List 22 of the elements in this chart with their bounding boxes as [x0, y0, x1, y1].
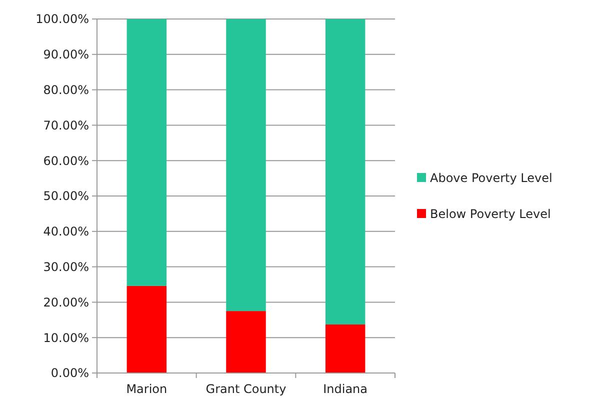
x-tick-label: Indiana	[323, 382, 368, 396]
y-tick-label: 40.00%	[43, 224, 89, 239]
y-tick-label: 0.00%	[50, 366, 89, 380]
x-tick-label: Marion	[126, 382, 168, 396]
bar	[325, 19, 366, 324]
legend-label: Below Poverty Level	[430, 207, 551, 222]
bar	[126, 286, 167, 373]
bar	[325, 324, 366, 373]
y-tick-label: 10.00%	[43, 330, 89, 345]
bar	[126, 19, 167, 286]
y-tick-label: 20.00%	[43, 295, 89, 310]
y-tick-label: 70.00%	[43, 118, 89, 132]
y-tick-label: 90.00%	[43, 48, 89, 62]
y-tick-label: 50.00%	[43, 189, 89, 204]
legend-label: Above Poverty Level	[430, 171, 552, 186]
bar	[226, 19, 266, 312]
y-tick-label: 100.00%	[36, 12, 89, 26]
y-tick-label: 80.00%	[43, 83, 89, 97]
y-tick-label: 30.00%	[43, 260, 89, 274]
bar	[226, 311, 266, 373]
y-tick-label: 60.00%	[43, 154, 89, 168]
x-tick-label: Grant County	[206, 382, 286, 396]
